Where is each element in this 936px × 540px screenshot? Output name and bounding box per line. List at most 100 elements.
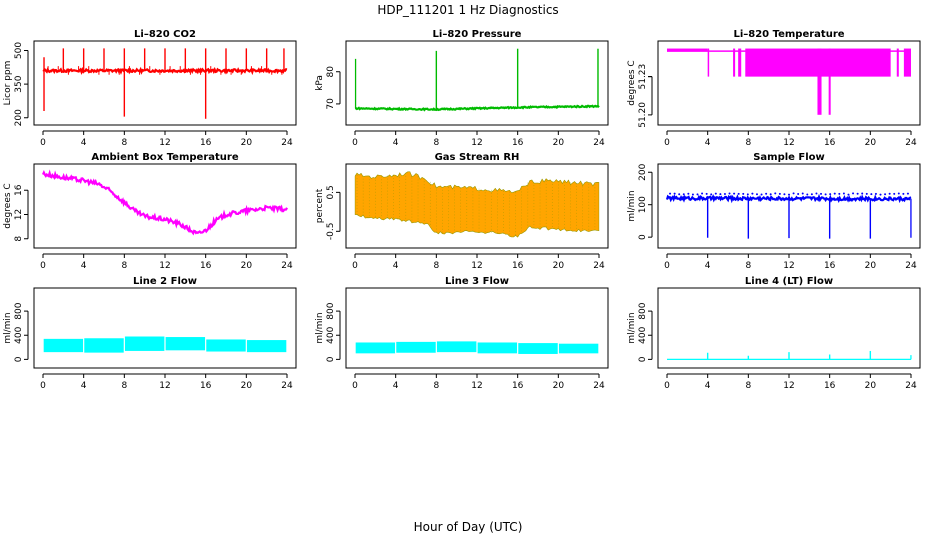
temperature-band <box>817 49 821 115</box>
data-point <box>802 193 804 195</box>
y-tick-label: 51.20 <box>638 102 648 128</box>
x-tick-label: 16 <box>512 381 524 391</box>
flow-band <box>437 341 476 352</box>
temperature-band <box>708 49 710 77</box>
data-point <box>719 193 721 195</box>
y-tick-label: 0 <box>638 234 648 240</box>
data-point <box>779 193 781 195</box>
plot-frame <box>33 163 297 249</box>
data-point <box>674 193 676 195</box>
x-tick-label: 20 <box>865 138 877 148</box>
x-tick-label: 24 <box>905 381 917 391</box>
x-tick-label: 24 <box>593 138 605 148</box>
data-point <box>838 193 840 195</box>
x-tick-label: 4 <box>81 381 87 391</box>
x-tick-label: 0 <box>664 138 670 148</box>
x-tick-label: 4 <box>705 138 711 148</box>
plot-frame <box>657 287 921 369</box>
data-point <box>829 193 831 195</box>
flow-band <box>44 339 83 352</box>
y-tick-label: 0.5 <box>326 185 336 199</box>
flow-band <box>356 342 395 353</box>
x-tick-label: 24 <box>281 261 293 271</box>
x-tick-label: 20 <box>241 138 253 148</box>
x-tick-label: 20 <box>865 261 877 271</box>
x-tick-label: 4 <box>81 138 87 148</box>
series-band <box>355 172 599 237</box>
flow-band <box>396 342 435 353</box>
x-tick-label: 20 <box>241 261 253 271</box>
plot-frame <box>345 163 609 249</box>
temperature-band <box>738 49 741 77</box>
flow-band <box>247 340 286 352</box>
x-tick-label: 16 <box>200 138 212 148</box>
flow-band <box>559 344 598 354</box>
data-point <box>669 193 671 195</box>
data-point <box>870 193 872 195</box>
y-tick-label: 51.23 <box>638 64 648 90</box>
data-point <box>697 193 699 195</box>
x-tick-label: 20 <box>553 138 565 148</box>
data-point <box>898 193 900 195</box>
data-marks <box>43 173 287 234</box>
data-point <box>761 193 763 195</box>
x-axis: 0 4 8 12 16 20 24 <box>664 373 917 391</box>
data-point <box>857 193 859 195</box>
x-tick-label: 4 <box>393 381 399 391</box>
x-axis: 0 4 8 12 16 20 24 <box>352 130 605 148</box>
x-axis: 0 4 8 12 16 20 24 <box>352 253 605 271</box>
y-tick-label: 800 <box>326 302 336 319</box>
data-point <box>880 194 882 196</box>
x-tick-label: 16 <box>824 381 836 391</box>
y-axis: -0.5 0.5 <box>326 185 341 240</box>
x-tick-label: 0 <box>352 381 358 391</box>
flow-band <box>478 342 517 353</box>
x-tick-label: 24 <box>281 381 293 391</box>
data-point <box>710 193 712 195</box>
data-point <box>687 193 689 195</box>
y-tick-label: 200 <box>638 163 648 180</box>
y-axis: 0 100 200 <box>638 163 653 240</box>
data-marks <box>355 49 599 110</box>
data-point <box>706 193 708 195</box>
data-point <box>806 193 808 195</box>
data-point <box>678 193 680 195</box>
panel-licor_temp: Li–820 Temperature 0 4 8 12 16 20 24 51.20 51.23d… <box>627 29 921 148</box>
panel-title: Sample Flow <box>753 152 825 163</box>
y-tick-label: 0 <box>326 356 336 362</box>
panel-title: Li–820 Pressure <box>433 29 522 40</box>
x-tick-label: 0 <box>352 138 358 148</box>
data-point <box>811 193 813 195</box>
data-marks <box>44 336 287 352</box>
flow-band <box>125 336 164 350</box>
y-tick-label: 350 <box>14 75 24 92</box>
data-point <box>770 193 772 195</box>
plot-frame <box>657 40 921 126</box>
x-tick-label: 24 <box>593 261 605 271</box>
data-point <box>733 193 735 195</box>
data-point <box>843 193 845 195</box>
data-point <box>724 193 726 195</box>
x-tick-label: 12 <box>159 138 170 148</box>
x-tick-label: 8 <box>433 138 439 148</box>
x-tick-label: 24 <box>905 261 917 271</box>
series-line <box>43 173 287 234</box>
x-tick-label: 8 <box>745 261 751 271</box>
flow-band <box>166 337 205 350</box>
panel-title: Ambient Box Temperature <box>91 152 238 163</box>
x-tick-label: 16 <box>512 138 524 148</box>
x-tick-label: 0 <box>40 381 46 391</box>
data-point <box>884 193 886 195</box>
y-axis-label: ml/min <box>3 312 13 343</box>
y-axis: 200 350 500 <box>14 42 29 126</box>
plot-frame <box>657 163 921 249</box>
x-tick-label: 4 <box>393 261 399 271</box>
data-point <box>774 192 776 194</box>
figure-title: HDP_111201 1 Hz Diagnostics <box>377 3 558 17</box>
data-marks <box>43 48 287 119</box>
data-point <box>815 193 817 195</box>
x-axis: 0 4 8 12 16 20 24 <box>352 373 605 391</box>
